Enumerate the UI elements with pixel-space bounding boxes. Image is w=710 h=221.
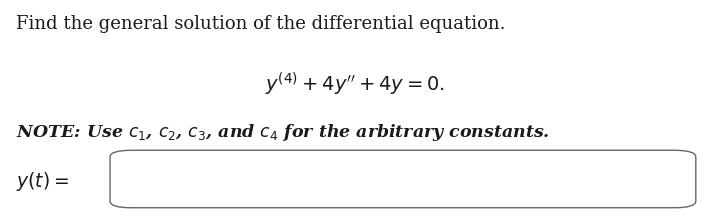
Text: $y(t) =$: $y(t) =$ (16, 170, 69, 193)
Text: Find the general solution of the differential equation.: Find the general solution of the differe… (16, 15, 505, 33)
FancyBboxPatch shape (110, 150, 696, 208)
Text: NOTE: Use $c_1$, $c_2$, $c_3$, and $c_4$ for the arbitrary constants.: NOTE: Use $c_1$, $c_2$, $c_3$, and $c_4$… (16, 122, 550, 143)
Text: $y^{(4)} + 4y'' + 4y = 0.$: $y^{(4)} + 4y'' + 4y = 0.$ (265, 71, 445, 98)
